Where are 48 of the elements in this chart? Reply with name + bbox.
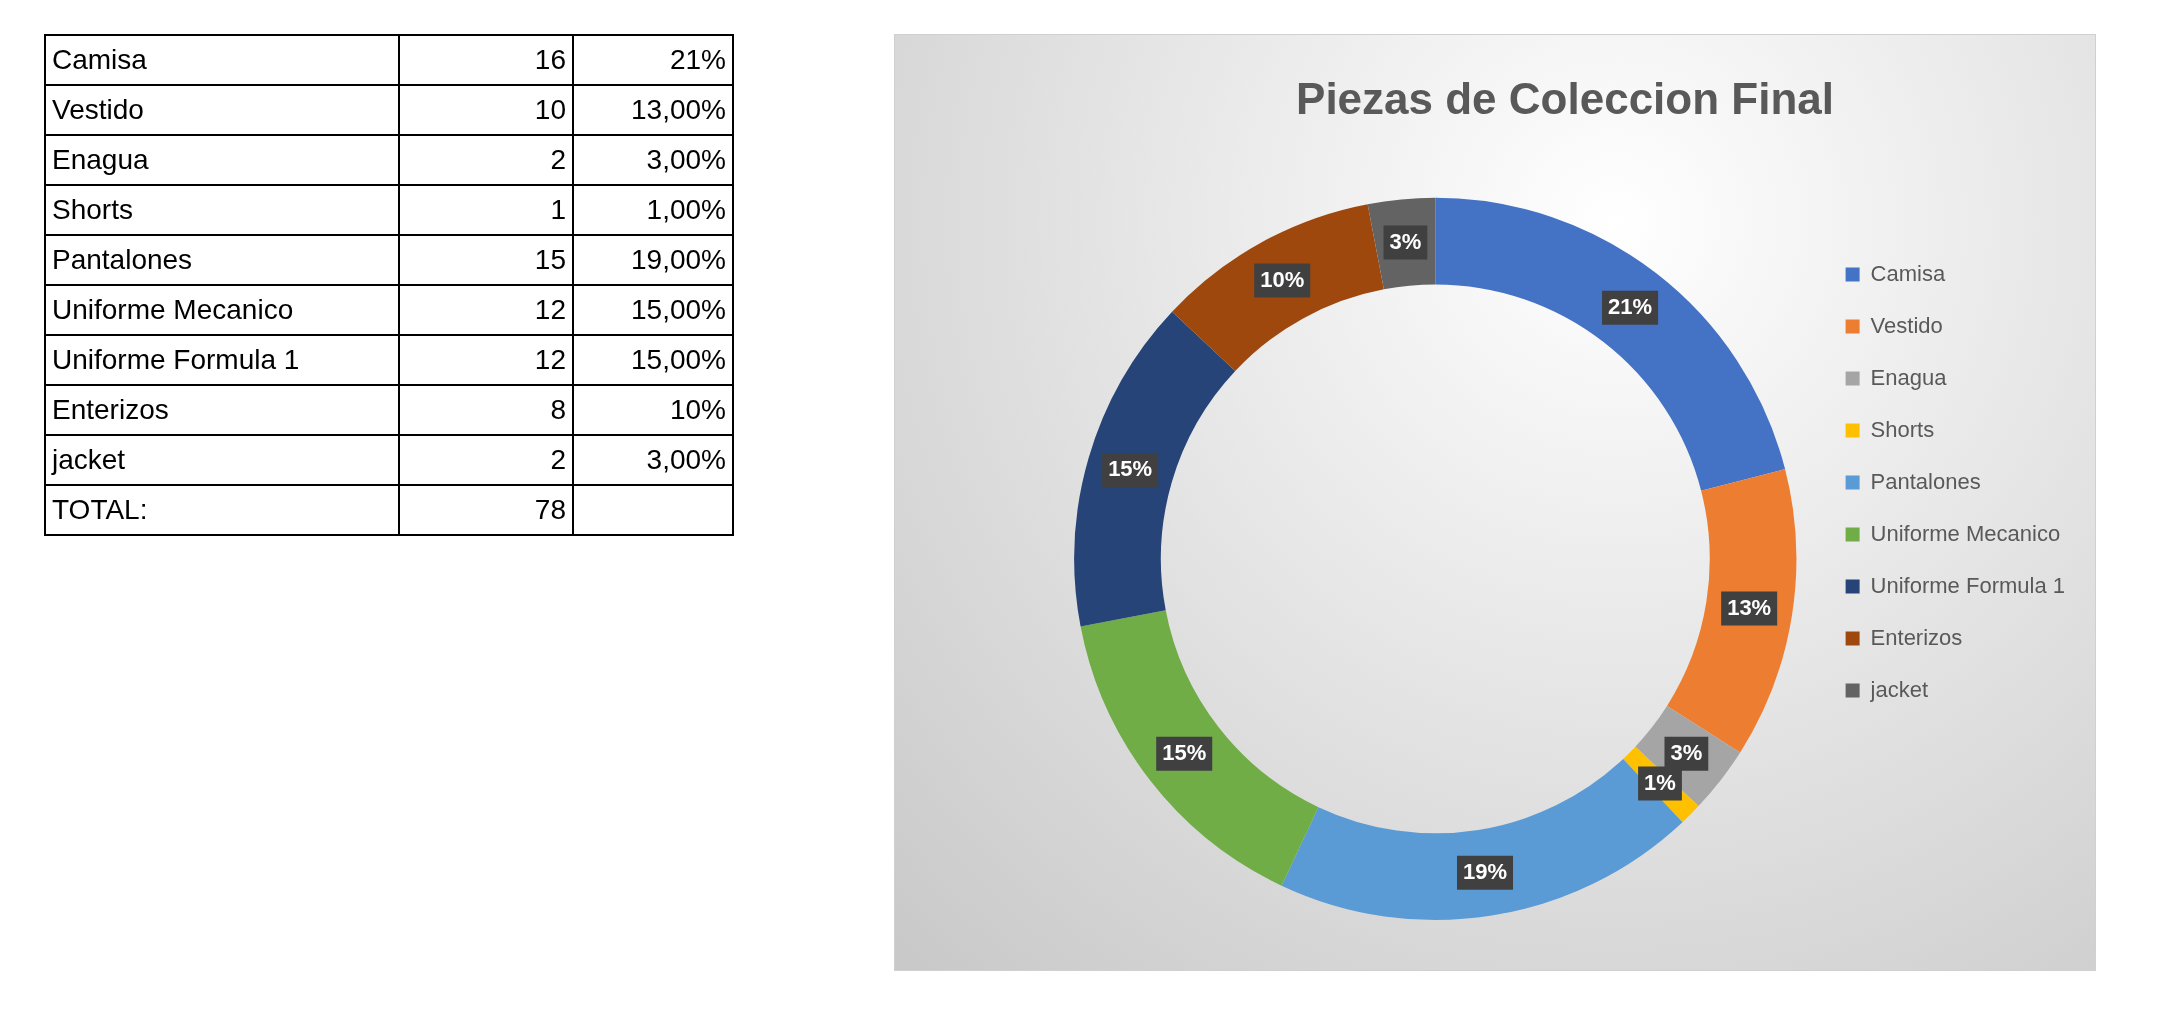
data-label: 15% <box>1162 739 1207 765</box>
category-label: Pantalones <box>52 244 193 275</box>
legend-label: Enagua <box>1870 364 1948 390</box>
text: 19,00% <box>573 235 733 285</box>
legend-label: Uniforme Formula 1 <box>1870 572 2065 598</box>
text: 78 <box>399 485 573 535</box>
text: 12 <box>399 285 573 335</box>
text: 13,00% <box>573 85 733 135</box>
text: 15,00% <box>573 285 733 335</box>
text: 1 <box>399 185 573 235</box>
text: 15,00% <box>573 335 733 385</box>
legend-label: Pantalones <box>1870 468 1981 494</box>
category-label: Enterizos <box>52 394 169 425</box>
text: 8 <box>399 385 573 435</box>
text: 21% <box>573 35 733 85</box>
data-label: 3% <box>1389 228 1422 254</box>
data-label: 3% <box>1670 739 1703 765</box>
legend-label: Uniforme Mecanico <box>1870 520 2061 546</box>
legend-label: Enterizos <box>1870 624 1963 650</box>
legend-label: jacket <box>1869 676 1929 702</box>
text: 3,00% <box>573 135 733 185</box>
legend-label: Camisa <box>1870 260 1946 286</box>
text: 3,00% <box>573 435 733 485</box>
data-label: 10% <box>1260 266 1305 292</box>
text: 12 <box>399 335 573 385</box>
data-label: 13% <box>1727 594 1772 620</box>
data-label: 19% <box>1462 858 1508 884</box>
text: 2 <box>399 135 573 185</box>
category-label: Shorts <box>52 194 133 225</box>
data-label: 21% <box>1608 293 1653 319</box>
text: 1,00% <box>573 185 733 235</box>
data-label: 1% <box>1644 769 1676 795</box>
category-label: Camisa <box>52 44 147 75</box>
legend-label: Shorts <box>1870 416 1935 442</box>
text: 15 <box>399 235 573 285</box>
category-label: jacket <box>52 444 126 475</box>
category-label: Vestido <box>52 94 144 125</box>
category-label: Uniforme Formula 1 <box>52 344 300 375</box>
text: 16 <box>399 35 573 85</box>
category-label: Uniforme Mecanico <box>52 294 294 325</box>
text: 10 <box>399 85 573 135</box>
data-label: 15% <box>1108 456 1153 482</box>
text: 10% <box>573 385 733 435</box>
category-label: Enagua <box>52 144 149 175</box>
text: TOTAL: <box>45 485 399 535</box>
text: 2 <box>399 435 573 485</box>
legend-label: Vestido <box>1870 312 1943 338</box>
chart-title: Piezas de Coleccion Final <box>1296 73 1834 123</box>
